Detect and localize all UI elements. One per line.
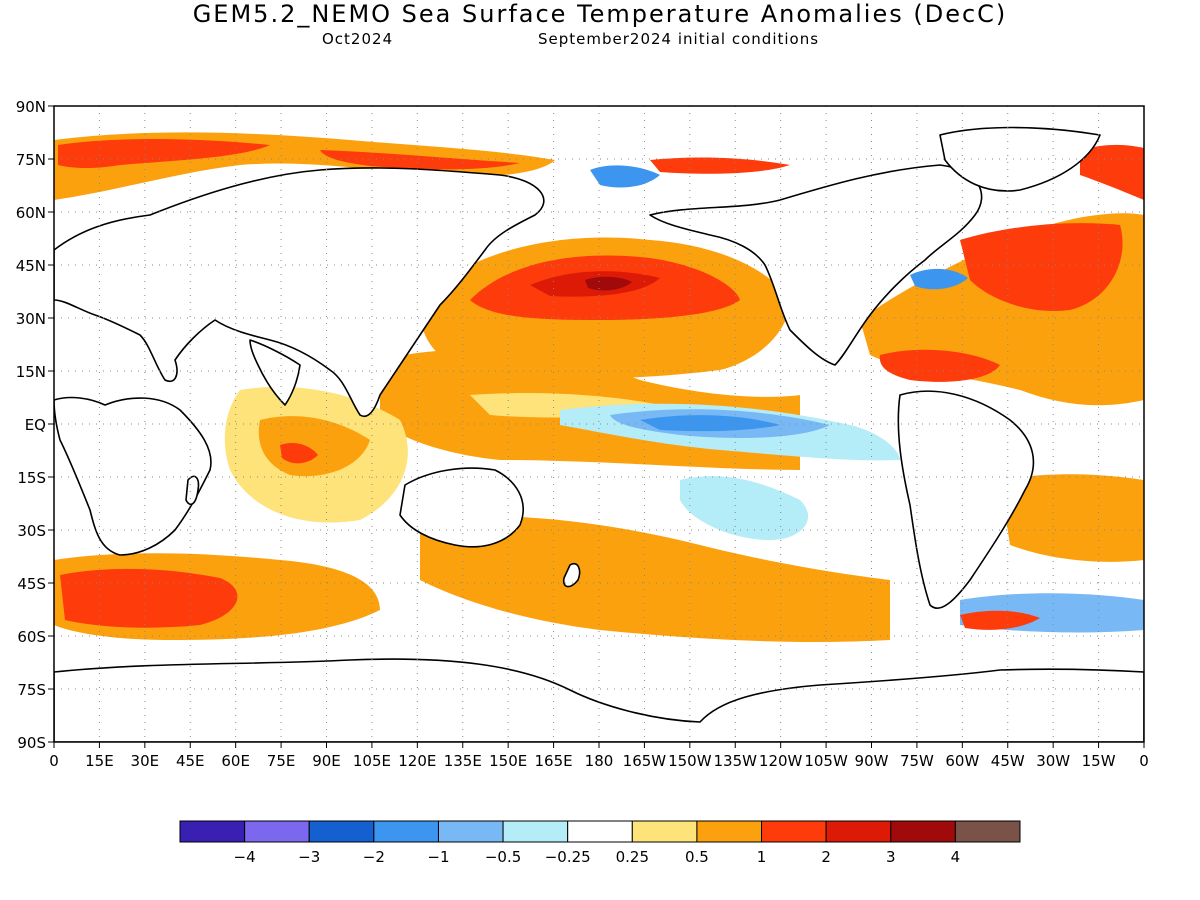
new-zealand — [562, 562, 581, 588]
colorbar-label: −3 — [298, 848, 320, 866]
south-america — [897, 390, 1035, 609]
colorbar-label: −0.5 — [485, 848, 521, 866]
madagascar — [185, 475, 200, 506]
antarctica — [54, 658, 1144, 742]
lat-label: EQ — [25, 416, 46, 434]
longitude-axis: 0 15E 30E 45E 60E 75E 90E 105E 120E 135E 150E 165E 1… — [49, 742, 1149, 770]
colorbar-swatch — [825, 820, 892, 843]
latitude-axis: 90N 75N 60N 45N 30N 15N EQ 15S 30S 45S 60S 75S 90S — [16, 98, 54, 752]
lon-label: 90E — [312, 752, 341, 770]
lon-label: 45W — [991, 752, 1025, 770]
lat-label: 45N — [16, 257, 46, 275]
lon-label: 180 — [585, 752, 614, 770]
graticule — [54, 106, 1144, 742]
lon-label: 45E — [176, 752, 205, 770]
colorbar-swatch — [890, 820, 956, 843]
africa — [54, 396, 212, 556]
colorbar-swatch — [244, 820, 310, 843]
north-america — [649, 164, 983, 366]
arctic-warm-anomaly — [54, 132, 1144, 200]
indian-ocean — [224, 386, 408, 523]
north-atlantic-warm-anomaly — [860, 213, 1144, 406]
lon-label: 60E — [221, 752, 250, 770]
southern-ocean — [54, 553, 1144, 640]
lat-label: 75N — [16, 151, 46, 169]
colorbar-swatch — [373, 820, 439, 843]
colorbar-label: 4 — [951, 848, 961, 866]
lat-label: 15S — [17, 469, 46, 487]
india — [249, 339, 301, 406]
colorbar-swatch — [761, 820, 827, 843]
colorbar-label: −4 — [234, 848, 256, 866]
lon-label: 150E — [489, 752, 527, 770]
lon-label: 120W — [759, 752, 803, 770]
lon-label: 135E — [444, 752, 482, 770]
lon-label: 75E — [267, 752, 296, 770]
lon-label: 135W — [714, 752, 758, 770]
colorbar-label: 3 — [886, 848, 896, 866]
lon-label: 15E — [85, 752, 114, 770]
colorbar-label: 0.5 — [685, 848, 709, 866]
valid-month-label: Oct2024 — [322, 30, 394, 48]
colorbar-swatch — [502, 820, 569, 843]
colorbar-label: 2 — [821, 848, 831, 866]
south-atlantic-warm — [1000, 474, 1144, 562]
australia — [399, 467, 524, 548]
init-conditions-label: September2024 initial conditions — [538, 30, 820, 48]
lon-label: 60W — [945, 752, 979, 770]
lon-label: 105E — [353, 752, 391, 770]
lon-label: 120E — [398, 752, 436, 770]
colorbar-label: −1 — [427, 848, 449, 866]
lon-label: 30W — [1036, 752, 1070, 770]
lon-label: 165W — [623, 752, 667, 770]
colorbar-swatch — [567, 820, 633, 843]
south-pacific-warm — [420, 516, 890, 642]
lat-label: 90S — [17, 734, 46, 752]
lon-label: 105W — [804, 752, 848, 770]
lat-label: 60N — [16, 204, 46, 222]
lon-label: 15W — [1082, 752, 1116, 770]
map-title: GEM5.2_NEMO Sea Surface Temperature Anom… — [192, 0, 1008, 28]
lat-label: 90N — [16, 98, 46, 116]
colorbar-swatch — [437, 820, 504, 843]
colorbar-swatch — [179, 820, 246, 843]
lon-label: 0 — [49, 752, 59, 770]
lon-label: 165E — [535, 752, 573, 770]
east-pacific-cool — [680, 476, 809, 540]
north-pacific-warm-anomaly — [419, 237, 790, 380]
colorbar-swatch — [696, 820, 763, 843]
lat-label: 45S — [17, 575, 46, 593]
colorbar-swatch — [308, 820, 375, 843]
lat-label: 30N — [16, 310, 46, 328]
colorbar-label: 0.25 — [616, 848, 649, 866]
lat-label: 15N — [16, 363, 46, 381]
lat-label: 60S — [17, 628, 46, 646]
eurasia-africa — [54, 167, 545, 417]
colorbar-swatch — [954, 820, 1021, 843]
colorbar-label: 1 — [757, 848, 767, 866]
colorbar: −4 −3 −2 −1 −0.5 −0.25 0.25 0.5 1 2 3 4 — [179, 820, 1021, 866]
lon-label: 0 — [1139, 752, 1149, 770]
anomaly-field — [54, 106, 1144, 742]
lon-label: 90W — [855, 752, 889, 770]
colorbar-swatch — [631, 820, 698, 843]
lat-label: 75S — [17, 681, 46, 699]
colorbar-label: −0.25 — [545, 848, 591, 866]
lon-label: 150W — [668, 752, 712, 770]
lat-label: 30S — [17, 522, 46, 540]
colorbar-label: −2 — [363, 848, 385, 866]
lon-label: 30E — [131, 752, 160, 770]
lon-label: 75W — [900, 752, 934, 770]
